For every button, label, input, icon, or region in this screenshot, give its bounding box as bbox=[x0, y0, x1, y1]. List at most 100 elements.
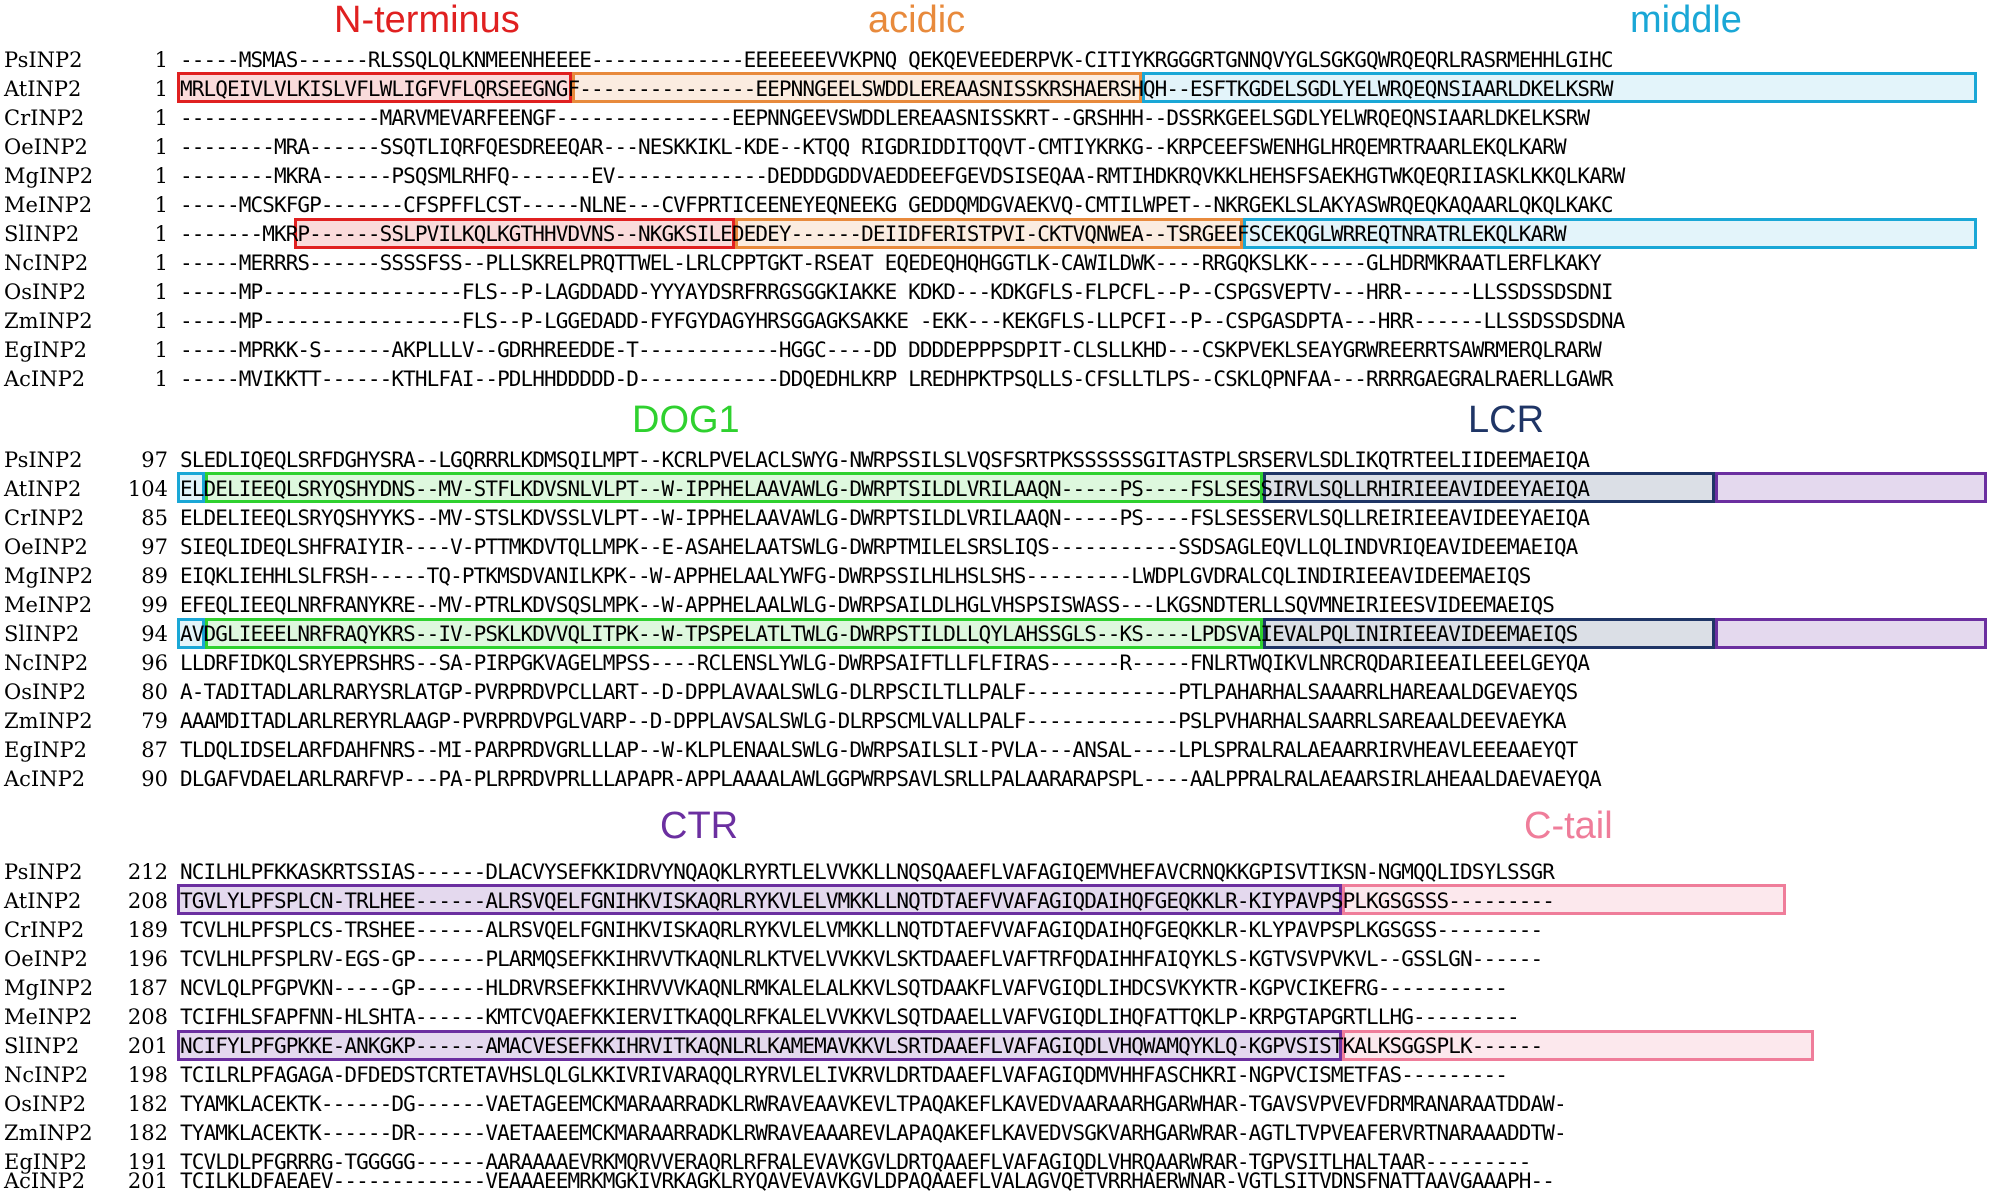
sequence-residues: --------MKRA------PSQSMLRHFQ-------EV---… bbox=[180, 164, 1625, 188]
sequence-name: SlINP2 bbox=[4, 622, 80, 646]
sequence-residues: -----MPRKK-S------AKPLLLV--GDRHREEDDE-T-… bbox=[180, 338, 1602, 362]
sequence-position: 201 bbox=[127, 1034, 168, 1058]
sequence-position: 97 bbox=[141, 535, 168, 559]
alignment-block-2: DOG1 LCR PsINP2 97 SLEDLIQEQLSRFDGHYSRA--L… bbox=[0, 400, 1990, 800]
sequence-name: OeINP2 bbox=[4, 135, 88, 159]
sequence-position: 1 bbox=[154, 338, 168, 362]
sequence-position: 196 bbox=[127, 947, 168, 971]
sequence-residues: TCVLHLPFSPLCS-TRSHEE------ALRSVQELFGNIHK… bbox=[180, 918, 1543, 942]
sequence-position: 191 bbox=[127, 1150, 168, 1174]
sequence-name: MgINP2 bbox=[4, 164, 94, 188]
region-title-lcr: LCR bbox=[1468, 399, 1545, 441]
sequence-residues: -----MERRRS------SSSSFSS--PLLSKRELPRQTTW… bbox=[180, 251, 1602, 275]
ctr-box-slinp2 bbox=[1715, 618, 1987, 649]
alignment-block-3: CTR C-tail PsINP2 212 NCILHLPFKKASKRTSSIAS… bbox=[0, 800, 1990, 1198]
sequence-position: 1 bbox=[154, 367, 168, 391]
sequence-name: OsINP2 bbox=[4, 1092, 87, 1116]
alignment-block-1: N-terminus acidic middle PsINP2 1 -----MSM… bbox=[0, 0, 1990, 400]
sequence-residues: TYAMKLACEKTK------DR------VAETAAEEMCKMAR… bbox=[180, 1121, 1567, 1145]
sequence-position: 208 bbox=[127, 1005, 168, 1029]
sequence-name: OsINP2 bbox=[4, 280, 87, 304]
sequence-name: MgINP2 bbox=[4, 976, 94, 1000]
sequence-name: OeINP2 bbox=[4, 947, 88, 971]
sequence-position: 208 bbox=[127, 889, 168, 913]
sequence-residues: NCILHLPFKKASKRTSSIAS------DLACVYSEFKKIDR… bbox=[180, 860, 1555, 884]
sequence-position: 89 bbox=[141, 564, 168, 588]
sequence-position: 1 bbox=[154, 280, 168, 304]
sequence-residues: TGVLYLPFSPLCN-TRLHEE------ALRSVQELFGNIHK… bbox=[180, 889, 1555, 913]
sequence-name: NcINP2 bbox=[4, 651, 89, 675]
sequence-position: 80 bbox=[141, 680, 168, 704]
sequence-name: AtINP2 bbox=[4, 889, 82, 913]
sequence-position: 182 bbox=[127, 1092, 168, 1116]
sequence-name: MeINP2 bbox=[4, 593, 93, 617]
sequence-residues: LLDRFIDKQLSRYEPRSHRS--SA-PIRPGKVAGELMPSS… bbox=[180, 651, 1590, 675]
sequence-name: AtINP2 bbox=[4, 477, 82, 501]
sequence-position: 1 bbox=[154, 164, 168, 188]
sequence-position: 85 bbox=[141, 506, 168, 530]
sequence-position: 1 bbox=[154, 106, 168, 130]
sequence-position: 1 bbox=[154, 193, 168, 217]
sequence-position: 1 bbox=[154, 48, 168, 72]
sequence-residues: TCIFHLSFAPFNN-HLSHTA------KMTCVQAEFKKIER… bbox=[180, 1005, 1520, 1029]
sequence-residues: AVDGLIEEELNRFRAQYKRS--IV-PSKLKDVVQLITPK-… bbox=[180, 622, 1578, 646]
sequence-name: AtINP2 bbox=[4, 77, 82, 101]
sequence-residues: AAAMDITADLARLRERYRLAAGP-PVRPRDVPGLVARP--… bbox=[180, 709, 1567, 733]
sequence-position: 96 bbox=[141, 651, 168, 675]
sequence-position: 90 bbox=[141, 767, 168, 791]
sequence-name: MeINP2 bbox=[4, 1005, 93, 1029]
sequence-name: NcINP2 bbox=[4, 1063, 89, 1087]
sequence-position: 104 bbox=[127, 477, 168, 501]
sequence-name: PsINP2 bbox=[4, 860, 83, 884]
sequence-residues: ELDELIEEQLSRYQSHYDNS--MV-STFLKDVSNLVLPT-… bbox=[180, 477, 1590, 501]
sequence-position: 201 bbox=[127, 1169, 168, 1193]
sequence-name: EgINP2 bbox=[4, 1150, 87, 1174]
region-title-dog1: DOG1 bbox=[632, 399, 740, 441]
sequence-name: SlINP2 bbox=[4, 1034, 80, 1058]
sequence-position: 187 bbox=[127, 976, 168, 1000]
sequence-position: 1 bbox=[154, 251, 168, 275]
sequence-name: ZmINP2 bbox=[4, 709, 93, 733]
sequence-residues: TYAMKLACEKTK------DG------VAETAGEEMCKMAR… bbox=[180, 1092, 1567, 1116]
sequence-residues: -----MSMAS------RLSSQLQLKNMEENHEEEE-----… bbox=[180, 48, 1614, 72]
sequence-name: PsINP2 bbox=[4, 448, 83, 472]
sequence-residues: A-TADITADLARLRARYSRLATGP-PVRPRDVPCLLART-… bbox=[180, 680, 1578, 704]
sequence-position: 87 bbox=[141, 738, 168, 762]
sequence-position: 94 bbox=[141, 622, 168, 646]
sequence-position: 1 bbox=[154, 309, 168, 333]
sequence-name: SlINP2 bbox=[4, 222, 80, 246]
sequence-position: 189 bbox=[127, 918, 168, 942]
region-title-middle: middle bbox=[1630, 0, 1742, 41]
sequence-name: ZmINP2 bbox=[4, 309, 93, 333]
sequence-residues: TCILKLDFAEAEV-------------VEAAAEEMRKMGKI… bbox=[180, 1169, 1555, 1193]
sequence-position: 212 bbox=[127, 860, 168, 884]
sequence-position: 1 bbox=[154, 77, 168, 101]
sequence-residues: NCIFYLPFGPKKE-ANKGKP------AMACVESEFKKIHR… bbox=[180, 1034, 1543, 1058]
sequence-position: 198 bbox=[127, 1063, 168, 1087]
sequence-name: EgINP2 bbox=[4, 738, 87, 762]
sequence-name: MeINP2 bbox=[4, 193, 93, 217]
sequence-residues: SIEQLIDEQLSHFRAIYIR----V-PTTMKDVTQLLMPK-… bbox=[180, 535, 1578, 559]
sequence-name: AcINP2 bbox=[4, 367, 86, 391]
sequence-residues: -----MP-----------------FLS--P-LGGEDADD-… bbox=[180, 309, 1625, 333]
sequence-residues: -------MKRP------SSLPVILKQLKGTHHVDVNS--N… bbox=[180, 222, 1567, 246]
sequence-residues: NCVLQLPFGPVKN-----GP------HLDRVRSEFKKIHR… bbox=[180, 976, 1508, 1000]
sequence-residues: -----------------MARVMEVARFEENGF--------… bbox=[180, 106, 1590, 130]
ctr-box-atinp2 bbox=[1715, 472, 1987, 503]
sequence-residues: -----MCSKFGP-------CFSPFFLCST-----NLNE--… bbox=[180, 193, 1614, 217]
sequence-position: 99 bbox=[141, 593, 168, 617]
sequence-name: PsINP2 bbox=[4, 48, 83, 72]
sequence-position: 1 bbox=[154, 135, 168, 159]
sequence-residues: TCVLHLPFSPLRV-EGS-GP------PLARMQSEFKKIHR… bbox=[180, 947, 1543, 971]
sequence-position: 79 bbox=[141, 709, 168, 733]
sequence-residues: DLGAFVDAELARLRARFVP---PA-PLRPRDVPRLLLAPA… bbox=[180, 767, 1602, 791]
sequence-residues: TCILRLPFAGAGA-DFDEDSTCRTETAVHSLQLGLKKIVR… bbox=[180, 1063, 1508, 1087]
sequence-name: OsINP2 bbox=[4, 680, 87, 704]
sequence-name: EgINP2 bbox=[4, 338, 87, 362]
sequence-name: CrINP2 bbox=[4, 506, 85, 530]
sequence-name: OeINP2 bbox=[4, 535, 88, 559]
sequence-residues: TLDQLIDSELARFDAHFNRS--MI-PARPRDVGRLLLAP-… bbox=[180, 738, 1578, 762]
region-title-c-tail: C-tail bbox=[1524, 805, 1613, 847]
sequence-name: AcINP2 bbox=[4, 767, 86, 791]
sequence-position: 182 bbox=[127, 1121, 168, 1145]
